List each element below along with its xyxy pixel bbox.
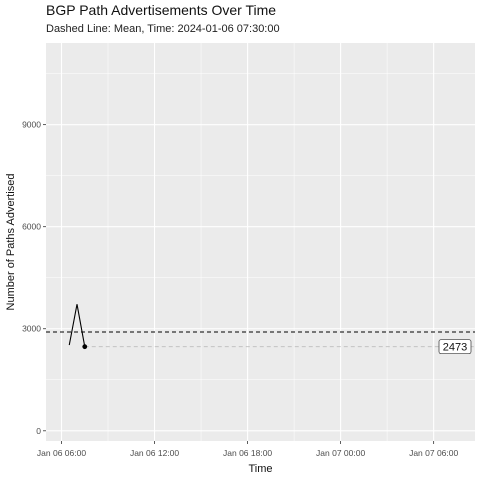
- major-gridlines: [46, 43, 475, 441]
- minor-gridlines: [46, 43, 475, 441]
- chart-title: BGP Path Advertisements Over Time: [46, 2, 277, 18]
- x-axis-ticks: Jan 06 06:00 Jan 06 12:00 Jan 06 18:00 Jan …: [37, 441, 458, 458]
- y-axis-ticks: 0 3000 6000 9000: [22, 120, 46, 436]
- x-tick-label-4: Jan 07 06:00: [409, 448, 458, 458]
- x-tick-label-1: Jan 06 12:00: [130, 448, 179, 458]
- x-tick-label-0: Jan 06 06:00: [37, 448, 86, 458]
- y-tick-label-0: 0: [36, 426, 41, 436]
- y-axis-title: Number of Paths Advertised: [5, 174, 17, 311]
- value-annotation-box: [438, 339, 472, 355]
- y-tick-label-3: 9000: [22, 120, 41, 130]
- x-axis-title: Time: [248, 463, 272, 475]
- highlight-point: [82, 344, 88, 350]
- series-line: [68, 304, 86, 347]
- x-tick-label-2: Jan 06 18:00: [223, 448, 272, 458]
- y-tick-label-1: 3000: [22, 324, 41, 334]
- value-annotation: 2473: [438, 339, 472, 355]
- value-annotation-label: 2473: [443, 342, 467, 354]
- chart-subtitle: Dashed Line: Mean, Time: 2024-01-06 07:3…: [46, 23, 280, 35]
- x-tick-label-3: Jan 07 00:00: [316, 448, 365, 458]
- y-tick-label-2: 6000: [22, 222, 41, 232]
- plot-panel: [46, 43, 475, 441]
